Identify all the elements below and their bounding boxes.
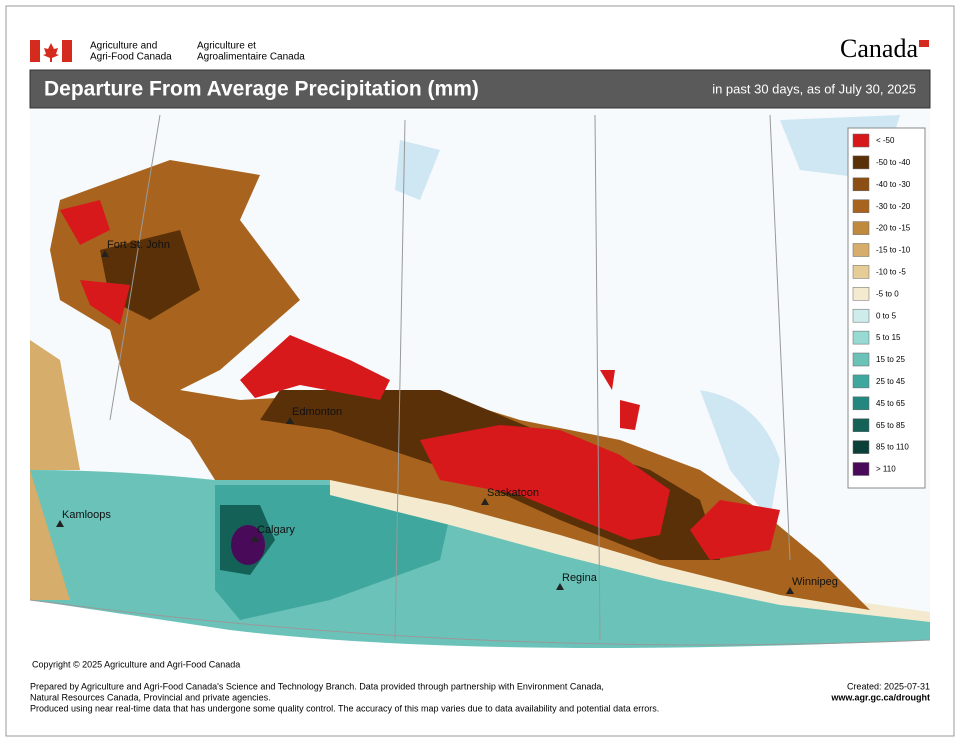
legend-swatch — [852, 155, 870, 170]
legend-swatch — [852, 221, 870, 235]
city-label: Calgary — [257, 524, 295, 536]
legend-swatch — [852, 374, 870, 389]
city-marker — [251, 535, 259, 542]
legend-label: 15 to 25 — [876, 355, 905, 364]
city-marker — [786, 587, 794, 594]
footer-note: Prepared by Agriculture and Agri-Food Ca… — [30, 681, 604, 691]
city-marker — [56, 520, 64, 527]
legend-swatch — [852, 330, 870, 345]
legend-label: -5 to 0 — [876, 289, 899, 298]
wordmark: Canada — [840, 34, 918, 63]
legend-swatch — [852, 352, 870, 367]
footer-note: Natural Resources Canada, Provincial and… — [30, 692, 271, 702]
map — [29, 110, 931, 675]
legend-swatch — [852, 287, 870, 301]
city-label: Regina — [562, 572, 598, 584]
legend-swatch — [852, 177, 870, 192]
legend-label: < -50 — [876, 136, 895, 145]
cities: Fort St. John Edmonton Kamloops Calgary Sask… — [56, 239, 838, 594]
city-label: Edmonton — [292, 406, 342, 418]
city-marker — [481, 498, 489, 505]
footer-note: Produced using near real-time data that … — [30, 703, 659, 713]
legend-label: 85 to 110 — [876, 443, 909, 452]
legend-label: -40 to -30 — [876, 180, 911, 189]
legend-label: -30 to -20 — [876, 202, 911, 211]
agency-fr: Agroalimentaire Canada — [197, 52, 305, 63]
created: Created: 2025-07-31 — [847, 681, 930, 691]
agency-fr: Agriculture et — [197, 41, 256, 52]
legend-swatch — [852, 308, 870, 323]
legend-label: 0 to 5 — [876, 311, 897, 320]
title-bar — [29, 69, 931, 109]
legend-label: 65 to 85 — [876, 421, 905, 430]
legend-label: -50 to -40 — [876, 158, 911, 167]
city-marker — [556, 583, 564, 590]
legend-label: 45 to 65 — [876, 399, 905, 408]
legend: < -50 -50 to -40 -40 to -30 -30 to -20 -20 t… — [852, 133, 911, 476]
legend-swatch — [852, 462, 870, 476]
agency-en: Agriculture and — [90, 41, 157, 52]
url: www.agr.gc.ca/drought — [830, 692, 930, 702]
legend-swatch — [852, 418, 870, 432]
legend-swatch — [852, 396, 870, 411]
copyright: Copyright © 2025 Agriculture and Agri-Fo… — [32, 659, 240, 669]
flag — [30, 40, 72, 62]
legend-swatch — [852, 243, 870, 257]
legend-label: -10 to -5 — [876, 268, 906, 277]
city-label: Saskatoon — [487, 487, 539, 499]
title: Departure From Average Precipitation (mm… — [44, 78, 479, 101]
wordmark-flag — [919, 40, 929, 47]
legend-label: > 110 — [876, 465, 896, 474]
legend-label: -20 to -15 — [876, 224, 911, 233]
legend-label: 25 to 45 — [876, 377, 905, 386]
subtitle: in past 30 days, as of July 30, 2025 — [712, 81, 916, 96]
legend-label: 5 to 15 — [876, 333, 901, 342]
legend-swatch — [852, 199, 870, 213]
legend-swatch — [852, 133, 870, 148]
city-label: Fort St. John — [107, 239, 170, 251]
city-marker — [286, 417, 294, 424]
agency-en: Agri-Food Canada — [90, 52, 172, 63]
legend-swatch — [852, 265, 870, 279]
city-label: Kamloops — [62, 509, 111, 521]
city-marker — [101, 250, 109, 257]
frame — [5, 5, 955, 737]
legend-swatch — [852, 440, 870, 454]
city-label: Winnipeg — [792, 576, 838, 588]
legend-label: -15 to -10 — [876, 246, 911, 255]
